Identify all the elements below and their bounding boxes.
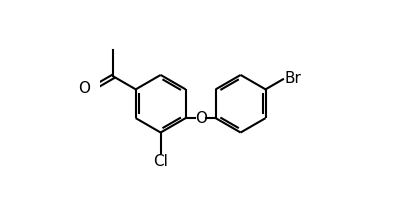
Text: O: O	[195, 111, 206, 126]
Text: Cl: Cl	[153, 154, 168, 169]
Text: O: O	[78, 81, 90, 95]
Text: Br: Br	[284, 71, 301, 86]
